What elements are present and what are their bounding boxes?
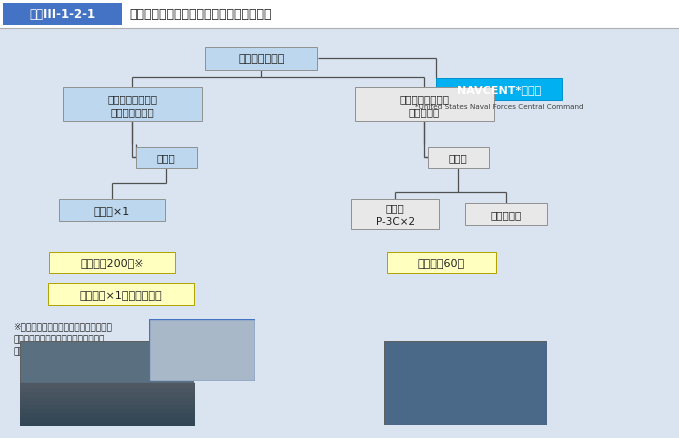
Text: 整備補給隊: 整備補給隊 (490, 210, 521, 219)
FancyBboxPatch shape (0, 0, 679, 28)
Text: 合計　約60名: 合計 約60名 (418, 258, 465, 268)
FancyBboxPatch shape (136, 147, 197, 168)
Text: 司令部: 司令部 (157, 153, 176, 162)
Text: 飛行隊
P-3C×2: 飛行隊 P-3C×2 (375, 203, 415, 226)
Text: 自衛艦隊司令官: 自衛艦隊司令官 (238, 54, 285, 64)
Text: 司令部: 司令部 (449, 153, 468, 162)
FancyBboxPatch shape (354, 88, 494, 122)
Text: 派遣海賊対処行動
航空隊司令: 派遣海賊対処行動 航空隊司令 (399, 94, 449, 117)
Text: 図表III-1-2-1: 図表III-1-2-1 (29, 8, 96, 21)
FancyBboxPatch shape (351, 200, 439, 230)
Text: *United States Naval Forces Central Command: *United States Naval Forces Central Comm… (415, 104, 583, 110)
FancyBboxPatch shape (60, 199, 164, 221)
Text: 派遣海賊対処行動
水上部隊指揮官: 派遣海賊対処行動 水上部隊指揮官 (107, 94, 158, 117)
Text: 護衛艦×1: 護衛艦×1 (94, 205, 130, 215)
Text: NAVCENT*連絡官: NAVCENT*連絡官 (457, 85, 541, 95)
FancyBboxPatch shape (48, 284, 194, 305)
FancyBboxPatch shape (50, 252, 175, 273)
Text: 中東における情報収集活動に従事する部隊: 中東における情報収集活動に従事する部隊 (129, 8, 272, 21)
Text: 合計　約200名※: 合計 約200名※ (80, 258, 144, 268)
FancyBboxPatch shape (428, 147, 489, 168)
FancyBboxPatch shape (387, 252, 496, 273)
Text: 哨戒ヘリ×1～２機を搭載: 哨戒ヘリ×1～２機を搭載 (79, 290, 162, 299)
FancyBboxPatch shape (63, 88, 202, 122)
Text: ※司令部要員を含む。また、派遣艦艇に
　よって変動する可能性あり。派遣海
　賊対処行動水上部隊の艦艇を活用。: ※司令部要員を含む。また、派遣艦艇に よって変動する可能性あり。派遣海 賊対処行… (14, 322, 113, 356)
FancyBboxPatch shape (205, 48, 317, 71)
FancyBboxPatch shape (465, 204, 547, 226)
FancyBboxPatch shape (3, 4, 122, 26)
FancyBboxPatch shape (436, 78, 562, 101)
